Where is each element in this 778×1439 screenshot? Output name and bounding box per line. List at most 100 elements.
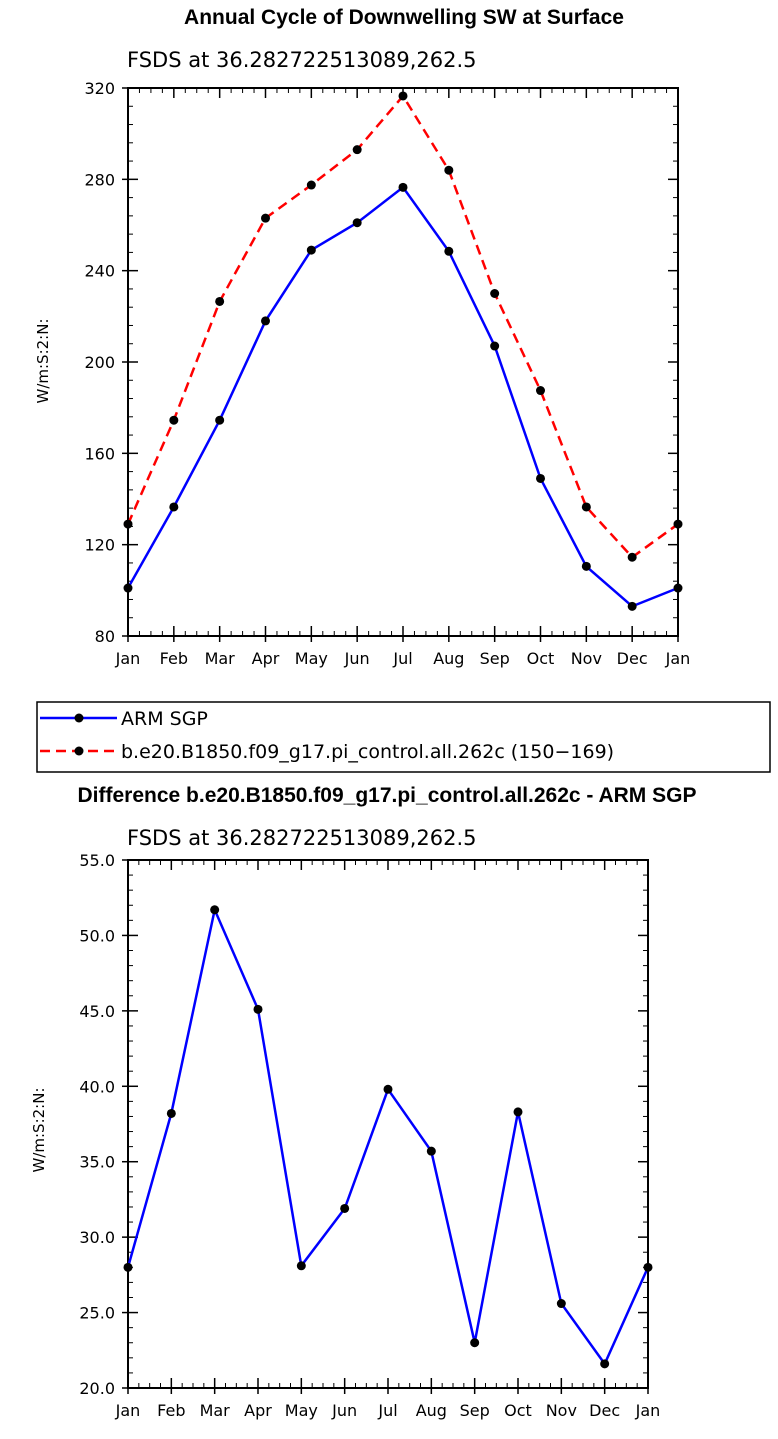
chart1-series-1-point (123, 583, 133, 593)
chart1-xtick-label: Sep (480, 649, 510, 668)
chart1-series-1-point (398, 182, 408, 192)
chart1-series-1-point (627, 601, 637, 611)
chart2-xtick-label: Jan (115, 1401, 141, 1420)
chart1-plot-frame (127, 87, 679, 637)
chart1-series-2-point (306, 180, 316, 190)
chart1-xtick-label: Dec (617, 649, 648, 668)
chart2-marks (123, 905, 653, 1369)
legend: ARM SGP b.e20.B1850.f09_g17.pi_control.a… (36, 701, 771, 773)
chart2-ytick-label: 35.0 (79, 1153, 115, 1172)
chart2-ytick-label: 50.0 (79, 926, 115, 945)
chart2-series-1-point (600, 1359, 610, 1369)
chart1-series-2-point (261, 213, 270, 223)
chart1-xtick-label: Mar (205, 649, 236, 668)
chart2-xtick-label: Jul (377, 1401, 397, 1420)
chart1-series-2-point (398, 91, 408, 101)
legend-label-arm-sgp: ARM SGP (121, 708, 208, 730)
chart1-series-2-point (536, 386, 545, 396)
chart2-series-1-point (643, 1262, 653, 1272)
chart2-series-1-point (123, 1262, 133, 1272)
chart1-series-1-point (581, 561, 591, 571)
chart1-xtick-label: Feb (160, 649, 188, 668)
chart1-xtick-label: Apr (252, 649, 280, 668)
chart1-title: Annual Cycle of Downwelling SW at Surfac… (184, 6, 624, 29)
chart1-series-2-point (673, 519, 683, 529)
chart2-series-1-point (340, 1203, 350, 1213)
chart1-ytick-label: 240 (84, 262, 115, 281)
chart2-series-1-point (296, 1261, 306, 1271)
chart1-series-line-1 (126, 185, 679, 608)
chart2-ytick-label: 30.0 (79, 1228, 115, 1247)
chart1-series-2-point (215, 296, 225, 306)
chart2-ytick-label: 25.0 (79, 1304, 115, 1323)
chart1-ytick-label: 80 (95, 627, 115, 646)
chart1-series-2-point (490, 289, 500, 298)
chart1-series-1-point (444, 246, 454, 256)
chart2-xtick-label: Jan (635, 1401, 661, 1420)
chart1-ylabel: W/m:S:2:N: (34, 319, 52, 404)
chart1-series-1-point (490, 341, 500, 351)
chart2-series-1-point (426, 1146, 436, 1156)
chart1-ytick-label: 200 (84, 353, 115, 372)
chart1-xtick-label: May (295, 649, 328, 668)
chart2-series-1-point (556, 1299, 566, 1309)
chart1-series-2-point (627, 552, 637, 562)
chart-difference: Difference b.e20.B1850.f09_g17.pi_contro… (30, 784, 696, 1420)
chart2-title: Difference b.e20.B1850.f09_g17.pi_contro… (78, 784, 697, 807)
chart1-ytick-label: 280 (84, 170, 115, 189)
chart2-axes: Jan Feb Mar Apr May Jun Jul Aug Sep Oct Nov Dec Jan2… (79, 851, 660, 1420)
chart1-ytick-label: 120 (84, 536, 115, 555)
chart2-series-1-point (383, 1084, 393, 1094)
chart1-series-1-point (352, 218, 362, 228)
chart1-ytick-label: 320 (84, 79, 115, 98)
chart1-series-2-point (352, 145, 362, 155)
legend-marker-arm-sgp (74, 713, 84, 723)
chart1-xtick-label: Oct (527, 649, 555, 668)
chart2-ytick-label: 20.0 (79, 1379, 115, 1398)
chart2-xtick-label: Dec (589, 1401, 620, 1420)
chart2-series-1-point (470, 1338, 480, 1348)
legend-marker-model (74, 746, 84, 756)
chart2-xtick-label: May (285, 1401, 318, 1420)
chart1-xtick-label: Aug (433, 649, 464, 668)
chart2-series-1-point (253, 1004, 263, 1014)
chart1-series-2-point (581, 502, 591, 512)
chart2-plot-frame (127, 859, 649, 1389)
chart2-ytick-label: 55.0 (79, 851, 115, 870)
legend-label-model: b.e20.B1850.f09_g17.pi_control.all.262c … (121, 741, 614, 763)
chart2-xtick-label: Sep (460, 1401, 490, 1420)
chart1-xtick-label: Jan (115, 649, 141, 668)
chart2-series-1-point (166, 1108, 176, 1118)
chart2-xtick-label: Apr (244, 1401, 272, 1420)
chart1-xtick-label: Nov (571, 649, 602, 668)
chart1-ytick-label: 160 (84, 444, 115, 463)
chart1-series-1-point (261, 316, 270, 326)
chart1-subtitle: FSDS at 36.282722513089,262.5 (127, 48, 477, 72)
chart1-marks (123, 91, 683, 611)
chart1-series-line-2 (126, 93, 679, 559)
chart1-series-1-point (536, 473, 545, 483)
chart1-series-2-point (444, 165, 454, 175)
chart1-series-2-point (169, 415, 179, 425)
legend-box (36, 701, 771, 773)
chart2-subtitle: FSDS at 36.282722513089,262.5 (127, 826, 477, 850)
chart2-series-line-1 (126, 905, 650, 1367)
chart2-series-1-point (210, 905, 220, 915)
chart2-ylabel: W/m:S:2:N: (30, 1088, 48, 1173)
chart2-ytick-label: 45.0 (79, 1002, 115, 1021)
chart-annual-cycle: Annual Cycle of Downwelling SW at Surfac… (34, 6, 690, 668)
chart2-xtick-label: Aug (416, 1401, 447, 1420)
chart2-series-1-point (513, 1107, 523, 1117)
chart1-axes: Jan Feb Mar Apr May Jun Jul Aug Sep Oct Nov Dec Jan8… (84, 79, 690, 668)
chart1-xtick-label: Jan (665, 649, 691, 668)
chart2-xtick-label: Mar (200, 1401, 231, 1420)
chart1-series-1-point (306, 245, 316, 255)
chart1-series-1-point (215, 415, 225, 425)
chart2-xtick-label: Jun (331, 1401, 357, 1420)
chart1-series-1-point (673, 583, 683, 593)
chart2-ytick-label: 40.0 (79, 1077, 115, 1096)
chart1-xtick-label: Jun (344, 649, 370, 668)
chart1-xtick-label: Jul (392, 649, 412, 668)
chart1-series-1-point (169, 502, 179, 512)
